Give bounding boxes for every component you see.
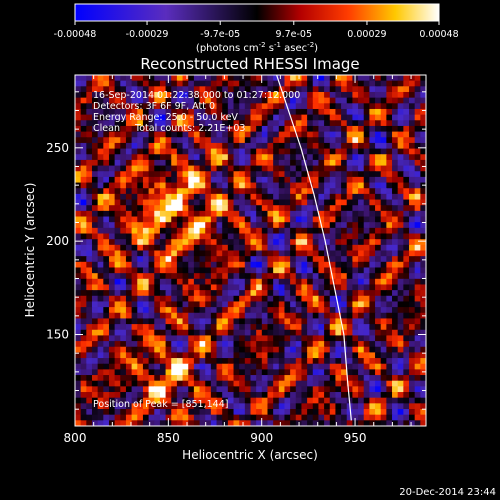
x-tick-label: 900 xyxy=(250,431,273,445)
footer-timestamp: 20-Dec-2014 23:44 xyxy=(399,487,496,498)
x-tick-label: 850 xyxy=(157,431,180,445)
x-tick-label: 800 xyxy=(64,431,87,445)
y-tick-label: 150 xyxy=(46,328,69,342)
plot-frame xyxy=(74,74,427,427)
colorbar-tick-label: -0.00029 xyxy=(126,29,169,40)
colorbar-tick-label: -0.00048 xyxy=(54,29,97,40)
colorbar-tick-label: 0.00029 xyxy=(347,29,386,40)
x-tick-label: 950 xyxy=(344,431,367,445)
solar-limb-line xyxy=(276,75,352,421)
y-tick-label: 200 xyxy=(46,234,69,248)
y-axis-ticks: 150 200 250 xyxy=(46,91,426,410)
colorbar-label: (photons cm-2 s-1 asec-2) xyxy=(196,41,318,54)
colorbar-tick-label: 9.7e-05 xyxy=(276,29,312,40)
info-overlay: 16-Sep-2014 01:22:38.000 to 01:27:12.000… xyxy=(93,90,300,134)
colorbar xyxy=(74,3,440,22)
info-line-detectors: Detectors: 3F 6F 9F, Att 0 xyxy=(93,101,215,112)
y-axis-label: Heliocentric Y (arcsec) xyxy=(23,183,37,318)
colorbar-tick-label: 0.00048 xyxy=(419,29,458,40)
chart-title: Reconstructed RHESSI Image xyxy=(140,55,359,73)
x-axis-ticks: 800 850 900 950 xyxy=(64,75,412,445)
colorbar-tick-label: -9.7e-05 xyxy=(200,29,240,40)
info-line-energy: Energy Range: 25.0 - 50.0 keV xyxy=(93,112,238,123)
colorbar-ticks: -0.00048 -0.00029 -9.7e-05 9.7e-05 0.00029 0.… xyxy=(54,21,459,40)
info-line-time: 16-Sep-2014 01:22:38.000 to 01:27:12.000 xyxy=(93,90,300,101)
info-line-counts: Clean Total counts: 2.21E+03 xyxy=(93,123,245,134)
heatmap-image xyxy=(75,75,426,426)
y-tick-label: 250 xyxy=(46,141,69,155)
peak-position-text: Position of Peak = [851,144] xyxy=(93,399,228,410)
x-axis-label: Heliocentric X (arcsec) xyxy=(182,448,318,462)
